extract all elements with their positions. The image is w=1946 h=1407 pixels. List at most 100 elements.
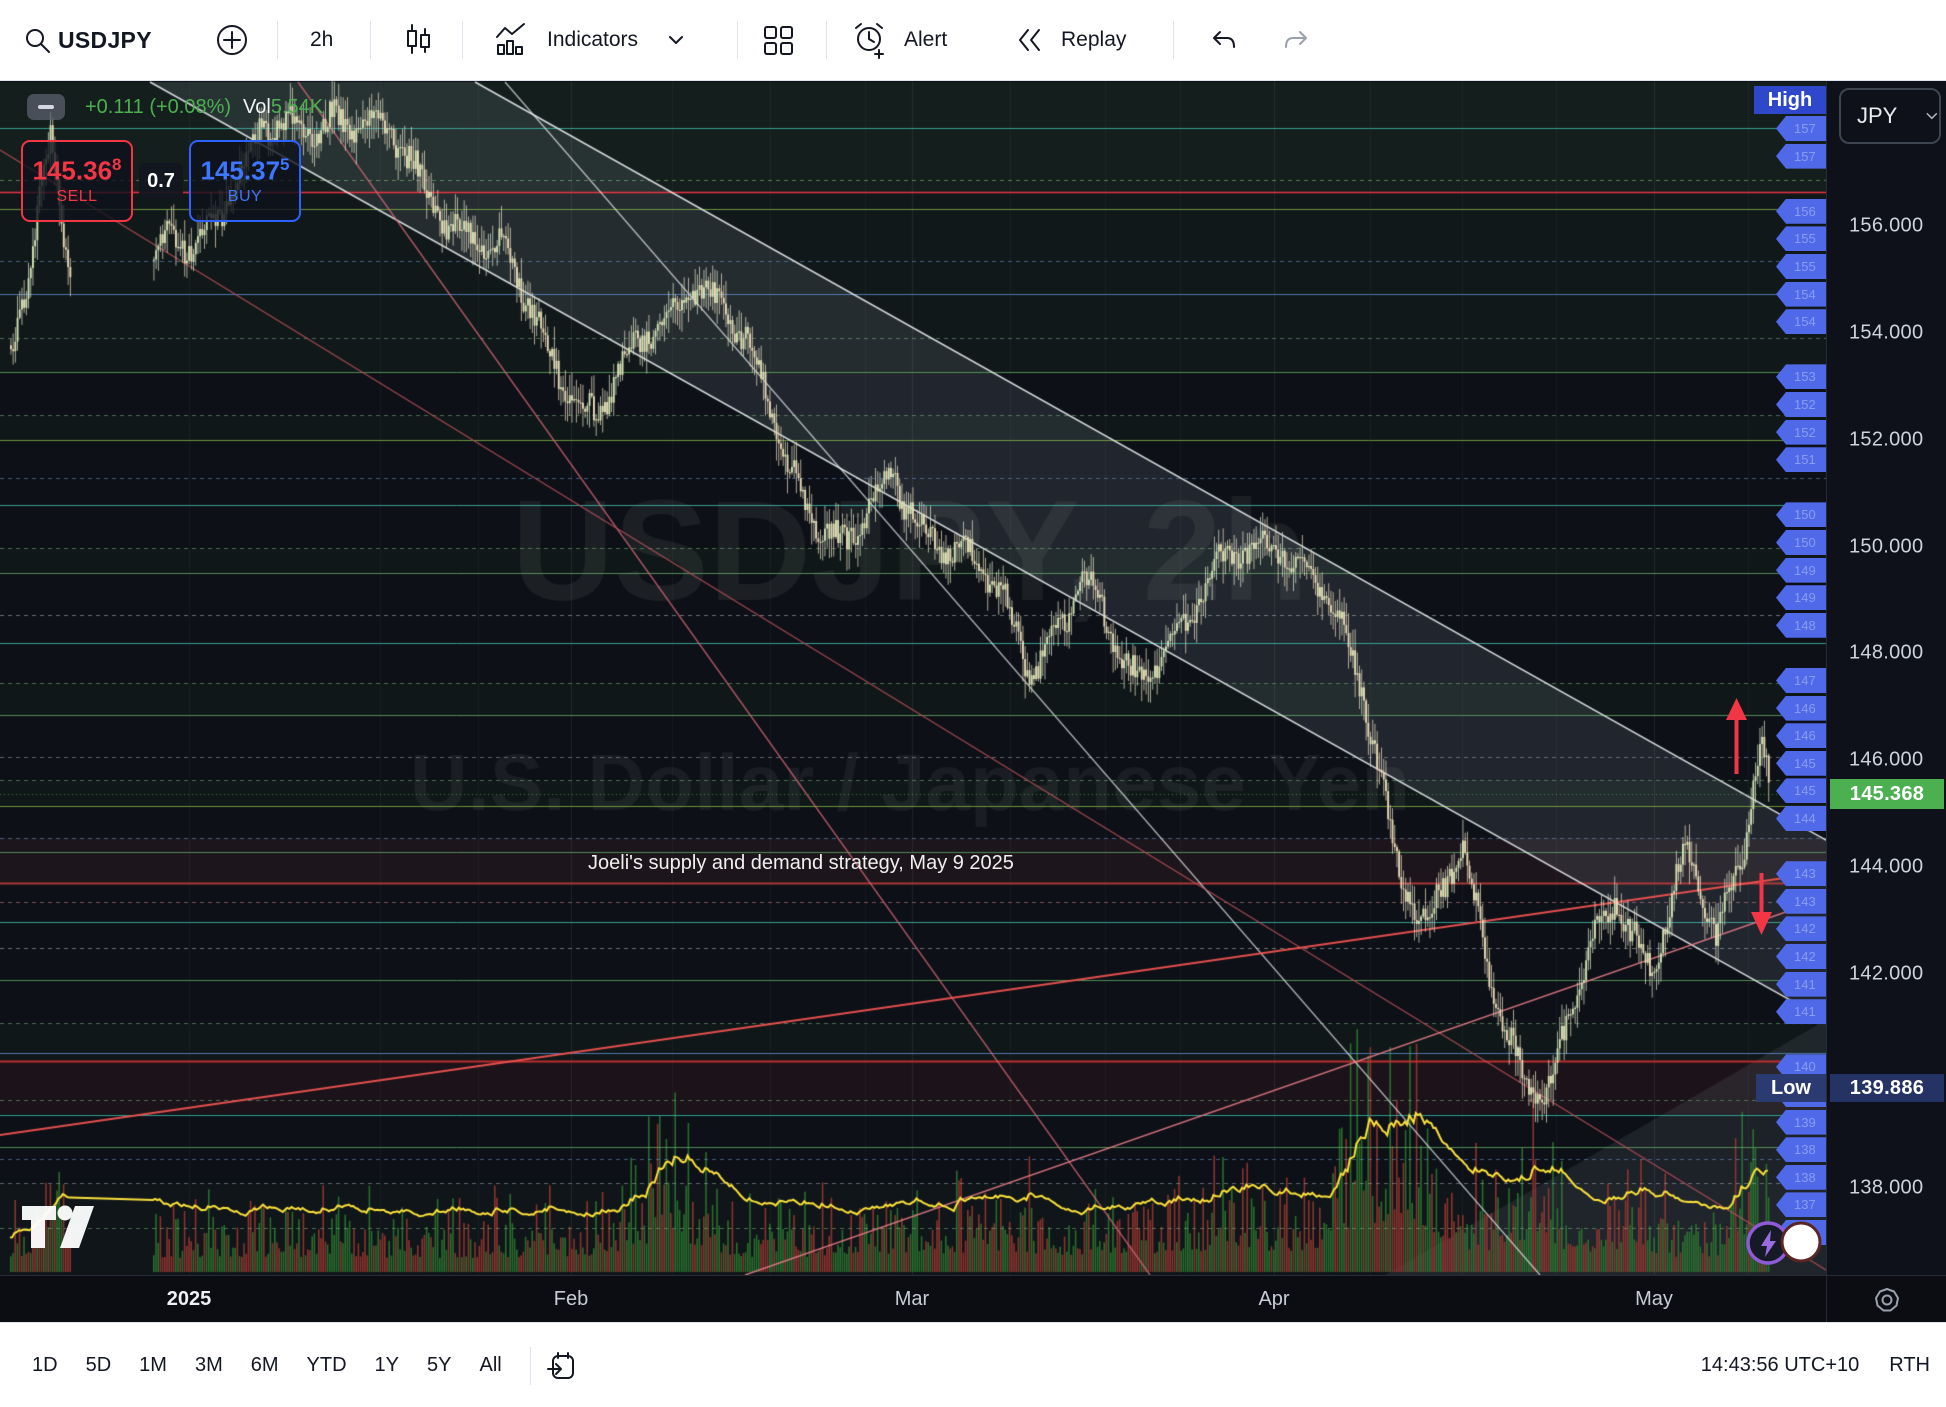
price-alert-tag[interactable]: 151 — [1776, 447, 1826, 473]
price-alert-tag[interactable]: 154 — [1776, 281, 1826, 307]
toolbar-separator — [529, 1346, 531, 1385]
price-alert-tag[interactable]: 145 — [1776, 778, 1826, 804]
price-alert-tag[interactable]: 156 — [1776, 198, 1826, 224]
volume-label: Vol — [243, 95, 271, 118]
range-button-1m[interactable]: 1M — [125, 1346, 181, 1385]
symbol-search-button[interactable] — [22, 0, 52, 80]
legend-collapse-button[interactable] — [27, 94, 65, 120]
price-axis-label: 156.000 — [1849, 214, 1924, 237]
range-button-5d[interactable]: 5D — [72, 1346, 126, 1385]
price-alert-tag[interactable]: 153 — [1776, 364, 1826, 390]
undo-button[interactable] — [1206, 0, 1240, 80]
price-axis-label: 154.000 — [1849, 321, 1924, 344]
price-alert-tag[interactable]: 152 — [1776, 392, 1826, 417]
replay-button[interactable]: Replay — [1013, 0, 1126, 80]
range-button-all[interactable]: All — [465, 1346, 515, 1385]
range-button-1d[interactable]: 1D — [18, 1346, 72, 1385]
chart-text-annotation[interactable]: Joeli's supply and demand strategy, May … — [588, 852, 1014, 874]
symbol-title[interactable]: USDJPY — [58, 26, 152, 53]
buy-label: BUY — [227, 187, 263, 205]
buy-price: 145.37 — [200, 155, 281, 186]
bottom-toolbar: 1D 5D 1M 3M 6M YTD 1Y 5Y All 14:43:56 UTC+10 RTH — [0, 1322, 1946, 1407]
time-axis-label: Apr — [1258, 1288, 1290, 1310]
price-alert-tag[interactable]: 152 — [1776, 419, 1826, 445]
range-button-ytd[interactable]: YTD — [293, 1346, 361, 1385]
price-alert-tag[interactable]: 143 — [1776, 861, 1826, 887]
chart-canvas[interactable] — [0, 80, 1826, 1275]
toolbar-separator — [462, 21, 463, 59]
time-axis-label: Feb — [553, 1288, 589, 1310]
range-button-3m[interactable]: 3M — [181, 1346, 237, 1385]
time-axis[interactable]: 2025 Feb Mar Apr May — [0, 1275, 1946, 1323]
price-alert-tag[interactable]: 157 — [1776, 116, 1826, 141]
last-price-tag: 145.368 — [1830, 779, 1944, 809]
price-axis-label: 150.000 — [1849, 535, 1924, 558]
price-alert-tag[interactable]: 148 — [1776, 612, 1826, 638]
grid-layout-icon — [764, 26, 793, 55]
clock-display[interactable]: 14:43:56 UTC+10 — [1700, 1354, 1860, 1376]
alert-button[interactable]: Alert — [850, 0, 947, 80]
go-to-date-button[interactable] — [545, 1349, 579, 1383]
interval-button[interactable]: 2h — [310, 28, 334, 51]
axis-settings-corner[interactable] — [1826, 1276, 1946, 1323]
price-alert-tag[interactable]: 139 — [1776, 1109, 1826, 1135]
chevron-down-icon — [669, 36, 684, 44]
indicators-label: Indicators — [547, 28, 639, 51]
top-toolbar: USDJPY 2h Indicators Alert Replay — [0, 0, 1946, 81]
replay-rewind-icon — [1019, 29, 1040, 51]
price-alert-tag[interactable]: 147 — [1776, 668, 1826, 693]
price-alert-tag[interactable]: 150 — [1776, 502, 1826, 528]
minus-icon — [38, 105, 54, 109]
chart-stage: +0.111 (+0.08%) Vol 5.54K 145.368 SELL 0… — [0, 80, 1946, 1323]
range-button-5y[interactable]: 5Y — [413, 1346, 465, 1385]
buy-button[interactable]: 145.375 BUY — [189, 140, 301, 222]
undo-icon — [1213, 31, 1235, 48]
price-alert-tag[interactable]: 157 — [1776, 143, 1826, 169]
sell-label: SELL — [56, 187, 98, 205]
price-alert-tag[interactable]: 141 — [1776, 999, 1826, 1025]
toolbar-separator — [370, 21, 371, 59]
price-alert-tag[interactable]: 138 — [1776, 1137, 1826, 1163]
redo-button[interactable] — [1280, 0, 1314, 80]
price-alert-tag[interactable]: 142 — [1776, 944, 1826, 969]
price-axis-label: 144.000 — [1849, 855, 1924, 878]
order-panel: 145.368 SELL 0.7 145.375 BUY — [21, 140, 301, 222]
price-alert-tag[interactable]: 138 — [1776, 1164, 1826, 1190]
toolbar-separator — [737, 21, 738, 59]
arrow-up-marker — [1726, 698, 1772, 935]
event-icons[interactable] — [1742, 1216, 1828, 1272]
price-alert-tag[interactable]: 150 — [1776, 530, 1826, 555]
price-alert-tag[interactable]: 142 — [1776, 916, 1826, 942]
price-alert-tag[interactable]: 146 — [1776, 695, 1826, 721]
currency-dropdown[interactable]: JPY — [1839, 88, 1941, 144]
price-alert-tag[interactable]: 155 — [1776, 226, 1826, 252]
price-alert-tag[interactable]: 155 — [1776, 254, 1826, 279]
price-alert-tag[interactable]: 154 — [1776, 309, 1826, 335]
price-alert-tag[interactable]: 141 — [1776, 971, 1826, 997]
sell-button[interactable]: 145.368 SELL — [21, 140, 133, 222]
compare-add-button[interactable] — [214, 0, 250, 80]
price-alert-tag[interactable]: 137 — [1776, 1192, 1826, 1218]
change-value: +0.111 (+0.08%) — [85, 95, 232, 118]
indicators-icon — [496, 23, 525, 55]
gear-icon — [1875, 1287, 1899, 1311]
toolbar-separator — [826, 21, 827, 59]
range-button-1y[interactable]: 1Y — [361, 1346, 413, 1385]
price-alert-tag[interactable]: 143 — [1776, 888, 1826, 914]
tradingview-logo[interactable] — [18, 1198, 102, 1256]
price-alert-tag[interactable]: 144 — [1776, 806, 1826, 831]
layout-grid-button[interactable] — [760, 0, 796, 80]
indicators-button[interactable]: Indicators — [491, 0, 686, 80]
price-alert-tag[interactable]: 149 — [1776, 585, 1826, 611]
range-button-6m[interactable]: 6M — [237, 1346, 293, 1385]
price-alert-tag[interactable]: 149 — [1776, 557, 1826, 583]
price-alert-tag[interactable]: 145 — [1776, 750, 1826, 776]
chart-type-button[interactable] — [400, 0, 436, 80]
low-chip: Low — [1756, 1074, 1826, 1102]
chevron-down-icon — [1926, 112, 1938, 120]
price-alert-tag[interactable]: 146 — [1776, 723, 1826, 749]
sell-price-sup: 8 — [112, 155, 122, 175]
session-toggle[interactable]: RTH — [1889, 1354, 1930, 1376]
plus-circle-icon — [217, 25, 247, 55]
redo-icon — [1285, 31, 1307, 48]
